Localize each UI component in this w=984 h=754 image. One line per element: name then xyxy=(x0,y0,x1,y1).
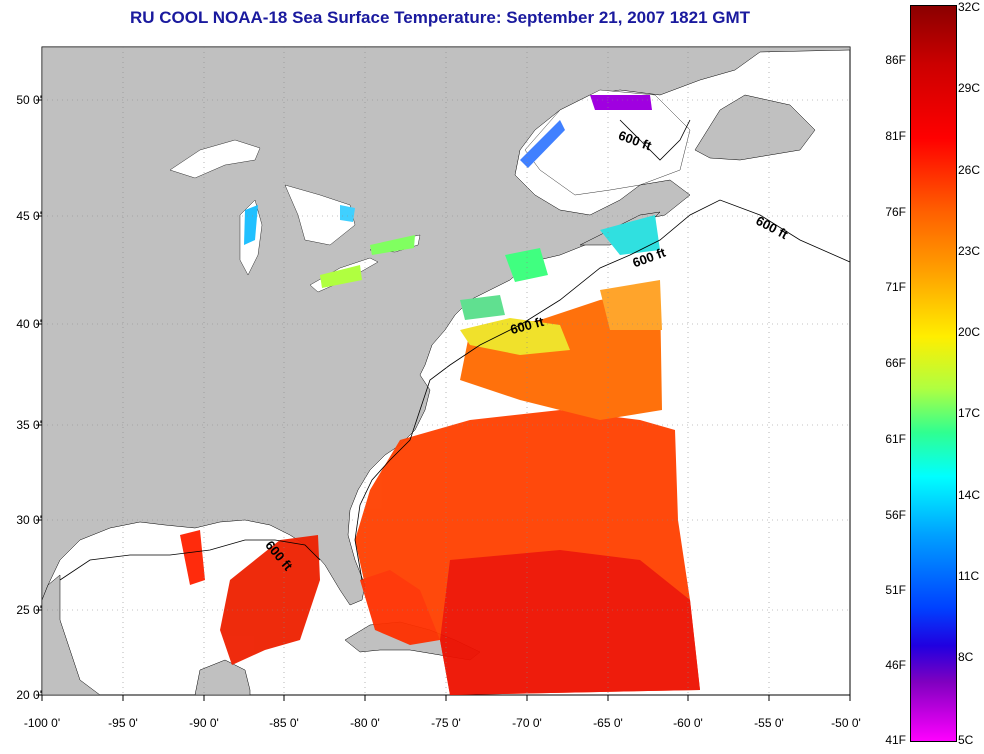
colorbar-fahrenheit-label: 86F xyxy=(885,53,906,67)
colorbar-fahrenheit-label: 66F xyxy=(885,356,906,370)
tick-marks xyxy=(36,99,851,701)
lake-superior xyxy=(169,139,261,179)
land-newfoundland xyxy=(694,94,816,161)
sst-data xyxy=(180,280,700,695)
land-yucatan xyxy=(194,659,251,696)
lake-huron xyxy=(284,184,356,246)
gridlines xyxy=(42,47,850,695)
colorbar-celsius-label: 20C xyxy=(958,325,981,339)
x-axis-label: -50 0' xyxy=(831,716,861,730)
sst-cool-data xyxy=(244,95,660,320)
colorbar xyxy=(910,5,957,742)
x-axis-label: -60 0' xyxy=(673,716,703,730)
x-axis-label: -70 0' xyxy=(512,716,542,730)
colorbar-fahrenheit-label: 41F xyxy=(885,733,906,747)
colorbar-celsius-label: 32C xyxy=(958,0,981,14)
colorbar-fahrenheit-label: 81F xyxy=(885,129,906,143)
colorbar-celsius-label: 11C xyxy=(958,569,980,583)
colorbar-celsius-label: 8C xyxy=(958,650,974,664)
colorbar-celsius-label: 29C xyxy=(958,81,981,95)
y-axis-label: 30 0' xyxy=(16,513,42,527)
x-axis-label: -80 0' xyxy=(350,716,380,730)
y-axis-label: 45 0' xyxy=(16,209,42,223)
colorbar-celsius-label: 14C xyxy=(958,488,981,502)
contour-600ft xyxy=(59,119,851,581)
y-axis-label: 50 0' xyxy=(16,93,42,107)
colorbar-celsius-label: 23C xyxy=(958,244,981,258)
land-north-america xyxy=(41,46,851,606)
colorbar-fahrenheit-label: 76F xyxy=(885,205,906,219)
x-axis-label: -100 0' xyxy=(23,716,61,730)
y-axis-label: 20 0' xyxy=(16,688,42,702)
gulf-st-lawrence xyxy=(524,89,691,196)
x-axis-label: -55 0' xyxy=(754,716,784,730)
colorbar-fahrenheit-label: 51F xyxy=(885,583,906,597)
x-axis-label: -90 0' xyxy=(189,716,219,730)
x-axis-label: -75 0' xyxy=(431,716,461,730)
x-axis-label: -85 0' xyxy=(269,716,299,730)
y-axis-label: 35 0' xyxy=(16,418,42,432)
colorbar-fahrenheit-label: 46F xyxy=(885,658,906,672)
land-mexico xyxy=(41,574,101,696)
colorbar-fahrenheit-label: 71F xyxy=(885,280,906,294)
colorbar-celsius-label: 5C xyxy=(958,733,974,747)
colorbar-fahrenheit-label: 61F xyxy=(885,432,906,446)
colorbar-celsius-label: 17C xyxy=(958,406,981,420)
x-axis-label: -95 0' xyxy=(108,716,138,730)
x-axis-label: -65 0' xyxy=(593,716,623,730)
y-axis-label: 40 0' xyxy=(16,317,42,331)
map-title: RU COOL NOAA-18 Sea Surface Temperature:… xyxy=(129,8,751,27)
colorbar-celsius-label: 26C xyxy=(958,163,981,177)
colorbar-fahrenheit-label: 56F xyxy=(885,508,906,522)
y-axis-label: 25 0' xyxy=(16,603,42,617)
